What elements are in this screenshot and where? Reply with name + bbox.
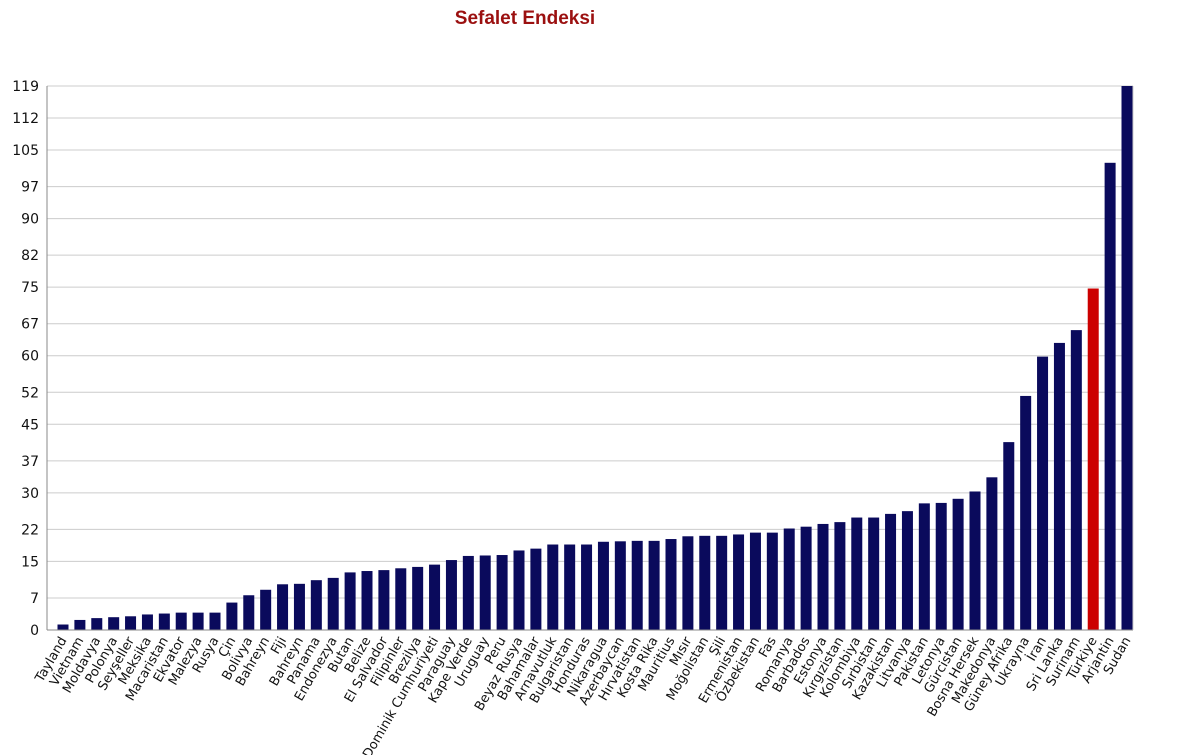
bar — [597, 541, 609, 630]
bar — [868, 517, 880, 630]
y-tick-label: 90 — [21, 212, 39, 228]
bar — [496, 555, 508, 630]
bar — [665, 539, 677, 630]
bar — [57, 624, 69, 630]
bar — [1003, 442, 1015, 630]
bar — [699, 535, 711, 630]
bar — [209, 612, 221, 630]
bar — [74, 619, 86, 630]
bar — [530, 548, 542, 630]
bar — [344, 572, 356, 630]
y-tick-label: 7 — [30, 591, 39, 607]
bar — [1087, 288, 1099, 630]
bar — [327, 577, 339, 630]
y-axis-tick-labels: 0 7 15 22 30 37 45 52 60 67 75 82 90 97 105 112 119 — [12, 79, 39, 639]
y-tick-label: 22 — [21, 522, 39, 538]
bar — [125, 616, 137, 630]
chart-title: Sefalet Endeksi — [454, 8, 596, 29]
y-tick-label: 45 — [21, 417, 39, 433]
bar — [986, 477, 998, 630]
bar — [378, 570, 390, 630]
bar — [749, 532, 761, 630]
bar — [1037, 356, 1049, 630]
y-tick-label: 119 — [12, 79, 39, 95]
bar — [277, 584, 289, 630]
bar — [513, 550, 525, 630]
bar — [614, 541, 626, 630]
bar — [935, 502, 947, 630]
bar — [175, 612, 187, 630]
y-tick-label: 37 — [21, 454, 39, 470]
y-tick-label: 105 — [12, 143, 39, 159]
bar — [817, 523, 829, 630]
grid-lines — [47, 85, 1133, 631]
bar — [716, 535, 728, 630]
bar — [631, 540, 643, 630]
y-tick-label: 112 — [12, 111, 39, 127]
bar — [158, 613, 170, 630]
bar — [1053, 342, 1065, 630]
bar — [91, 618, 103, 630]
bar — [462, 555, 474, 630]
bars — [57, 86, 1133, 631]
bar — [395, 568, 407, 630]
x-axis-category-labels: TaylandVietnamMoldavyaPolonyaSeyşellerMe… — [32, 634, 1134, 755]
bar — [1020, 395, 1032, 630]
bar — [479, 555, 491, 630]
bar — [310, 580, 322, 630]
y-tick-label: 30 — [21, 486, 39, 502]
bar — [800, 526, 812, 630]
bar — [783, 528, 795, 630]
bar — [293, 583, 305, 630]
bar — [108, 617, 120, 630]
bar — [429, 564, 441, 630]
bar — [226, 602, 238, 630]
bar — [901, 511, 913, 630]
y-tick-label: 0 — [30, 623, 39, 639]
bar — [851, 517, 863, 630]
bar — [648, 540, 660, 630]
y-tick-label: 97 — [21, 180, 39, 196]
y-tick-label: 60 — [21, 349, 39, 365]
bar — [547, 544, 559, 630]
bar — [733, 534, 745, 630]
bar — [581, 544, 593, 630]
y-tick-label: 52 — [21, 385, 39, 401]
bar — [885, 513, 897, 630]
y-tick-label: 75 — [21, 280, 39, 296]
bar — [564, 544, 576, 630]
bar — [766, 532, 778, 630]
bar — [952, 498, 964, 630]
bar — [445, 560, 457, 630]
y-tick-label: 15 — [21, 554, 39, 570]
bar — [1104, 162, 1116, 631]
bar — [1121, 86, 1133, 630]
bar — [682, 536, 694, 630]
bar — [1070, 330, 1082, 630]
bar — [141, 614, 153, 630]
bar — [834, 522, 846, 630]
bar — [918, 503, 930, 630]
bar — [412, 566, 424, 630]
bar — [243, 595, 255, 630]
bar — [361, 571, 373, 630]
axes — [46, 86, 1134, 631]
y-tick-label: 67 — [21, 317, 39, 333]
bar — [192, 612, 204, 630]
y-tick-label: 82 — [21, 248, 39, 264]
bar — [969, 491, 981, 630]
bar — [260, 589, 272, 630]
